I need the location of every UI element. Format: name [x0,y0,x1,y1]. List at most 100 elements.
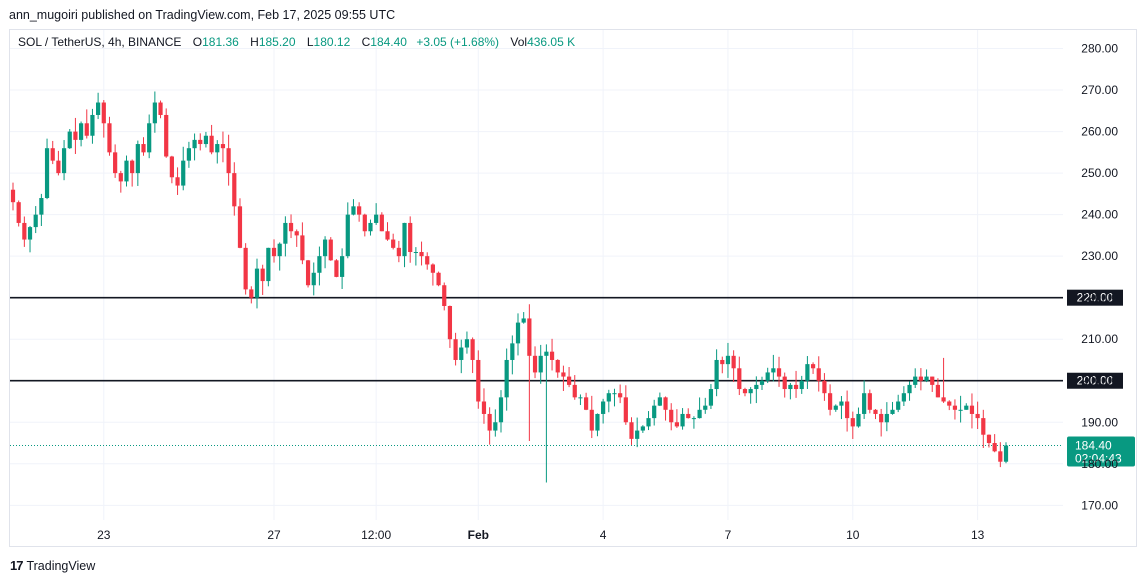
candle-body [84,123,89,136]
bearish-candle [113,144,118,178]
bearish-candle [237,198,243,249]
candle-body [113,152,118,174]
candle-body [453,339,458,360]
candle-body [879,413,884,423]
bullish-candle [657,392,662,407]
candle-body [220,144,226,149]
bearish-candle [84,109,89,139]
candle-body [572,384,577,398]
bullish-candle [652,399,657,426]
bearish-candle [827,384,833,416]
candle-body [850,418,855,427]
bearish-candle [810,362,816,374]
candle-body [305,260,311,286]
candle-body [124,160,129,182]
bullish-candle [725,342,731,378]
candle-body [130,160,135,174]
candle-body [680,413,685,427]
bearish-candle [50,140,55,165]
bearish-candle [22,216,27,247]
candle-body [725,355,731,365]
bearish-candle [737,356,742,396]
candle-body [198,139,203,145]
bullish-candle [595,413,600,437]
chart-grid [10,30,1063,520]
bullish-candle [754,376,759,404]
bearish-candle [198,133,203,151]
bullish-candle [402,222,407,268]
bearish-candle [101,100,106,138]
bearish-candle [481,388,487,424]
candle-body [169,156,174,178]
symbol-title[interactable]: SOL / TetherUS, 4h, BINANCE [18,35,182,49]
candle-body [549,351,555,360]
bearish-candle [305,259,311,288]
candle-body [913,376,918,385]
candle-body [714,359,719,390]
candle-body [862,393,867,414]
candle-body [1003,445,1009,462]
candle-body [697,409,702,419]
candle-body [935,384,941,398]
time-tick-label: 7 [725,528,732,542]
candles [10,91,1009,483]
candle-body [964,405,969,410]
bullish-candle [765,367,770,384]
bullish-candle [413,247,418,266]
bullish-candle [691,416,697,429]
bullish-candle [799,375,804,394]
candle-body [839,401,844,406]
candle-body [107,123,112,153]
bullish-candle [186,141,192,168]
bullish-candle [152,91,157,133]
bearish-candle [686,408,691,419]
bearish-candle [169,155,174,184]
candle-body [357,206,362,215]
close-value: 184.40 [370,35,407,49]
bullish-candle [340,248,345,289]
bullish-candle [317,246,322,286]
candle-body [691,418,697,420]
bullish-candle [504,348,509,411]
candle-body [425,256,430,265]
tradingview-logo-icon: 17 [10,558,24,573]
line-price-tag [1067,289,1123,306]
bearish-candle [947,400,952,411]
time-tick-label: 27 [267,528,281,542]
bearish-candle [232,162,237,216]
bearish-candle [175,167,180,195]
candle-body [975,413,980,419]
candle-body [141,144,146,153]
chart-frame[interactable]: 220.00 200.00 184.40 02:04:43 280.00 270.00 2… [9,29,1137,547]
candle-body [521,318,526,323]
bearish-candle [357,202,362,222]
candle-body [986,434,992,444]
bullish-candle [515,313,521,356]
bearish-candle [549,338,555,371]
time-tick-label: 10 [846,528,860,542]
bearish-candle [425,252,430,270]
candle-body [362,214,367,232]
candle-body [158,102,163,115]
candle-body [896,401,901,410]
bullish-candle [1003,442,1009,464]
candle-body [515,322,521,344]
price-tick-label: 260.00 [1081,125,1118,139]
candle-body [345,214,350,257]
bearish-candle [623,385,628,425]
bullish-candle [124,155,129,187]
candle-body [793,384,799,390]
bullish-candle [135,140,140,186]
candle-body [589,409,594,431]
candle-body [391,239,396,248]
bullish-candle [27,225,33,253]
last-price-tag [1067,436,1135,467]
bullish-candle [635,417,640,448]
bearish-candle [334,259,339,278]
footer[interactable]: 17 TradingView [10,558,95,573]
bearish-candle [476,350,481,409]
bullish-candle [345,202,350,259]
candle-body [56,160,61,174]
candle-body [447,305,453,340]
